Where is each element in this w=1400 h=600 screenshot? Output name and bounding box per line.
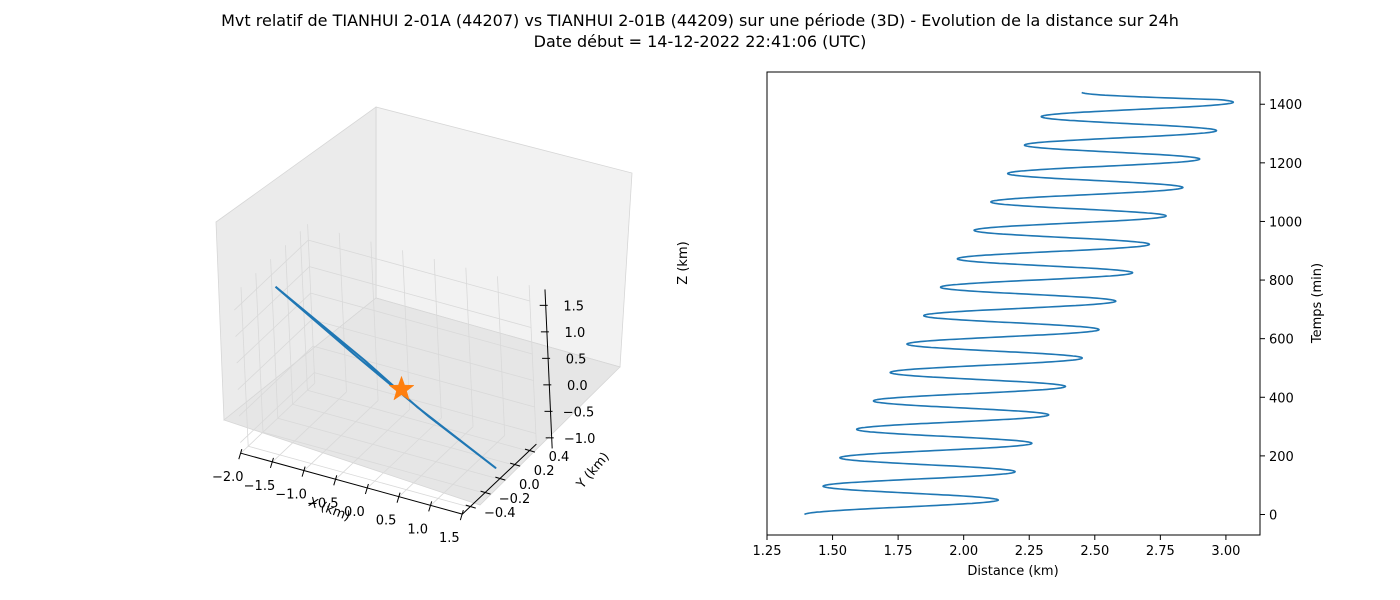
z-tick-label: 0.0 [567, 379, 588, 394]
y-tick-label: 0.2 [534, 464, 555, 479]
y-tick-label: 1400 [1269, 98, 1302, 113]
y-tick-label: 600 [1269, 333, 1294, 348]
y-tick-label: 400 [1269, 391, 1294, 406]
plot-distance-time: 1.25 1.50 1.75 2.00 2.25 2.50 2.75 3.00 0 200 400… [753, 72, 1325, 579]
x-tick-mark [397, 493, 400, 503]
y-tick-label: 0.4 [549, 450, 570, 465]
y-axis-label: Y (km) [573, 450, 612, 493]
x-tick-label: 2.25 [1015, 544, 1044, 559]
x-tick-label: 1.5 [439, 531, 460, 546]
x-tick-label: 1.50 [818, 544, 847, 559]
z-axis-label: Z (km) [676, 241, 691, 284]
x-tick-label: 3.00 [1211, 544, 1240, 559]
x-tick-label: 1.0 [407, 522, 428, 537]
x-tick-mark [270, 458, 273, 468]
x-tick-mark [302, 467, 305, 477]
y-tick-label: 0 [1269, 508, 1277, 523]
y-tick-label: 800 [1269, 274, 1294, 289]
y-tick-label: −0.4 [484, 506, 516, 521]
distance-time-line [805, 93, 1234, 515]
x-tick-label: 0.5 [376, 514, 397, 529]
y-tick-label: −0.2 [499, 492, 531, 507]
x-tick-label: −1.5 [244, 479, 276, 494]
z-tick-label: −0.5 [563, 405, 595, 420]
figure-title-line1: Mvt relatif de TIANHUI 2-01A (44207) vs … [221, 11, 1179, 30]
x-tick-label: −2.0 [212, 470, 244, 485]
x-tick-label: 2.50 [1080, 544, 1109, 559]
plot-3d-trajectory: −2.0−1.5−1.0−0.50.00.51.01.5−0.4−0.20.00… [212, 107, 691, 546]
x-tick-label: 1.25 [753, 544, 782, 559]
time-axis-label: Temps (min) [1310, 263, 1325, 344]
x-ticks: 1.25 1.50 1.75 2.00 2.25 2.50 2.75 3.00 [753, 535, 1241, 559]
x-tick-mark [239, 449, 242, 459]
x-tick-mark [429, 501, 432, 511]
x-tick-mark [334, 475, 337, 485]
x-tick-label: 1.75 [884, 544, 913, 559]
x-tick-mark [365, 484, 368, 494]
x-tick-mark [460, 510, 463, 520]
y-tick-label: 1200 [1269, 157, 1302, 172]
y-tick-label: 1000 [1269, 215, 1302, 230]
distance-axis-label: Distance (km) [967, 564, 1058, 579]
plot-frame [767, 72, 1260, 535]
z-tick-label: 1.5 [563, 299, 584, 314]
figure-title-line2: Date début = 14-12-2022 22:41:06 (UTC) [534, 32, 867, 51]
y-tick-label: 200 [1269, 450, 1294, 465]
z-tick-label: −1.0 [564, 432, 596, 447]
x-tick-label: 2.75 [1146, 544, 1175, 559]
y-ticks: 0 200 400 600 800 1000 1200 1400 [1260, 98, 1302, 523]
x-tick-label: −1.0 [275, 488, 307, 503]
x-tick-label: 2.00 [949, 544, 978, 559]
z-tick-label: 0.5 [566, 352, 587, 367]
z-tick-label: 1.0 [565, 326, 586, 341]
y-tick-label: 0.0 [519, 478, 540, 493]
